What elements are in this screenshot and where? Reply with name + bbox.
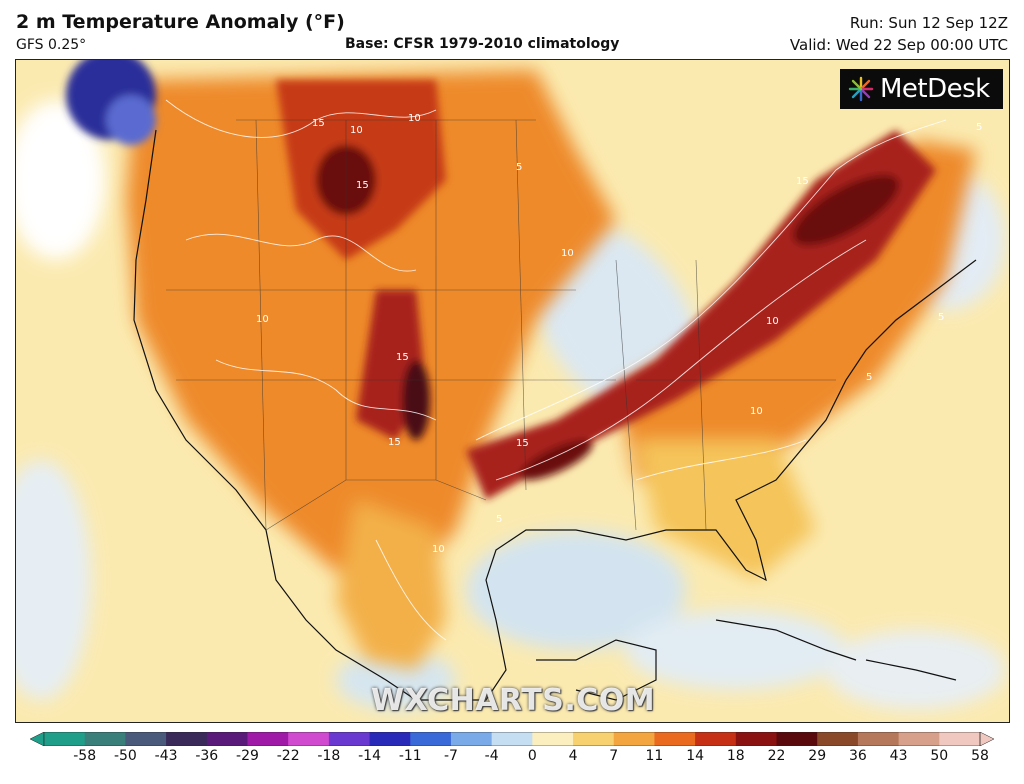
contour-label: 10: [432, 544, 445, 555]
color-scale-tick-label: -36: [195, 748, 219, 764]
chart-title: 2 m Temperature Anomaly (°F): [16, 11, 345, 33]
anomaly-map-svg: 15 15 15 15 15 15 10 10 10 10 10 10 10 5…: [16, 60, 1009, 722]
metdesk-logo-text: MetDesk: [880, 74, 990, 104]
color-scale-segment: [288, 732, 330, 746]
color-scale-tick-label: 4: [568, 748, 578, 764]
contour-label: 15: [516, 438, 529, 449]
color-scale-tick-label: -14: [358, 748, 381, 764]
contour-label: 5: [496, 514, 502, 525]
contour-label: 10: [408, 113, 421, 124]
color-scale-segment: [328, 732, 371, 746]
color-scale-segment: [695, 732, 737, 746]
base-climatology-label: Base: CFSR 1979-2010 climatology: [345, 36, 620, 52]
color-scale-tick-label: -7: [443, 748, 458, 764]
color-scale-tick-label: -22: [276, 748, 300, 764]
color-scale-segment: [532, 732, 574, 746]
color-scale-segment: [84, 732, 126, 746]
color-scale-tick-label: 18: [726, 748, 745, 764]
model-label: GFS 0.25°: [16, 37, 87, 53]
state-borders: [166, 119, 836, 531]
valid-time-label: Valid: Wed 22 Sep 00:00 UTC: [789, 36, 1008, 54]
color-scale-segment: [44, 732, 86, 746]
color-scale-tick-label: 50: [930, 748, 949, 764]
contour-label: 15: [312, 118, 325, 129]
contour-label: 10: [256, 314, 269, 325]
metdesk-logo-icon: [848, 76, 874, 102]
color-scale-tick-label: 0: [527, 748, 537, 764]
color-scale-segment: [817, 732, 859, 746]
color-scale-tick-label: 29: [808, 748, 827, 764]
color-scale-tick-label: 7: [609, 748, 619, 764]
color-scale-segment: [613, 732, 655, 746]
coastlines: [133, 129, 977, 701]
contour-lines: [165, 99, 947, 641]
color-scale-segment: [369, 732, 411, 746]
color-scale-tick-label: 22: [767, 748, 786, 764]
contour-label: 15: [388, 437, 401, 448]
contour-label: 15: [356, 180, 369, 191]
contour-label: 15: [796, 176, 809, 187]
color-scale-segment: [125, 732, 167, 746]
color-scale-segment: [776, 732, 818, 746]
color-scale-segment: [491, 732, 533, 746]
contour-label: 10: [561, 248, 574, 259]
color-scale-legend: -58 -50 -43 -36 -29 -22 -18 -14 -11 -7 -4 0 4 7 11 14 18…: [0, 725, 1024, 784]
contour-label: 10: [750, 406, 763, 417]
color-scale-segment: [247, 732, 289, 746]
color-scale-segment: [573, 732, 615, 746]
color-scale-segment: [450, 732, 493, 746]
color-scale-tick-label: -18: [317, 748, 341, 764]
color-scale-bar: [30, 732, 994, 746]
contour-label: 5: [976, 122, 982, 133]
contour-label: 10: [350, 125, 363, 136]
color-scale-arrow-left: [30, 732, 45, 746]
color-scale-segment: [206, 732, 248, 746]
color-scale-tick-label: -43: [154, 748, 178, 764]
anomaly-map: 15 15 15 15 15 15 10 10 10 10 10 10 10 5…: [15, 59, 1010, 723]
contour-label: 5: [938, 312, 944, 323]
color-scale-segment: [654, 732, 696, 746]
color-scale-segment: [166, 732, 208, 746]
color-scale-segment: [410, 732, 452, 746]
contour-labels: 15 15 15 15 15 15 10 10 10 10 10 10 10 5…: [256, 113, 982, 555]
color-scale-tick-label: 36: [848, 748, 867, 764]
color-scale-tick-label: 43: [889, 748, 908, 764]
color-scale-tick-label: 14: [686, 748, 705, 764]
metdesk-logo: MetDesk: [840, 69, 1003, 109]
contour-label: 10: [766, 316, 779, 327]
color-scale-arrow-right: [979, 732, 994, 746]
contour-label: 5: [866, 372, 872, 383]
color-scale-tick-label: 58: [971, 748, 989, 764]
color-scale-outline: [43, 732, 981, 746]
color-scale-tick-label: 11: [645, 748, 664, 764]
contour-label: 5: [516, 162, 522, 173]
color-scale-segment: [898, 732, 940, 746]
color-scale-segment: [857, 732, 900, 746]
color-scale-tick-label: -58: [73, 748, 97, 764]
color-scale-tick-label: -11: [398, 748, 422, 764]
color-scale-tick-label: -29: [236, 748, 259, 764]
contour-label: 15: [396, 352, 409, 363]
color-scale-tick-label: -4: [484, 748, 499, 764]
wxcharts-watermark: WXCHARTS.COM: [371, 683, 656, 718]
color-scale-tick-label: -50: [113, 748, 137, 764]
color-scale-segment: [735, 732, 778, 746]
run-time-label: Run: Sun 12 Sep 12Z: [849, 14, 1008, 32]
cold-pocket-northwest: [66, 60, 156, 145]
color-scale-segment: [939, 732, 981, 746]
